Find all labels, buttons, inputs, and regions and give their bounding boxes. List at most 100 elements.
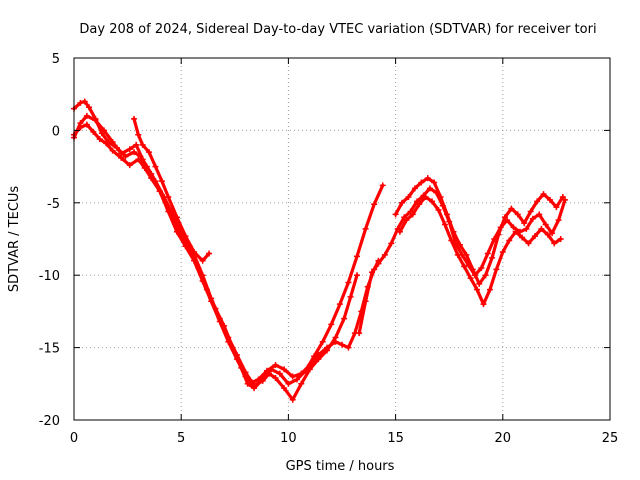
data-point-marker	[418, 179, 425, 186]
data-point-marker	[77, 120, 84, 127]
data-point-marker	[474, 286, 481, 293]
data-point-marker	[557, 236, 564, 242]
data-point-marker	[354, 253, 361, 260]
data-point-marker	[467, 275, 474, 282]
data-point-marker	[298, 370, 305, 377]
series-trace-3	[71, 112, 361, 403]
data-point-marker	[396, 228, 403, 235]
data-point-marker	[131, 149, 138, 156]
data-point-marker	[345, 279, 352, 286]
data-point-marker	[199, 277, 206, 284]
data-point-marker	[416, 201, 423, 208]
data-point-marker	[298, 380, 305, 387]
data-point-marker	[139, 156, 146, 163]
x-tick-label: 0	[70, 431, 78, 446]
data-point-marker	[482, 272, 489, 279]
data-point-marker	[122, 153, 129, 160]
data-point-marker	[206, 250, 213, 257]
data-point-marker	[319, 338, 326, 345]
data-point-marker	[182, 233, 189, 240]
data-point-marker	[508, 205, 515, 212]
data-point-marker	[510, 224, 517, 231]
data-point-marker	[441, 221, 448, 228]
data-point-marker	[339, 341, 345, 348]
data-point-marker	[489, 254, 496, 261]
data-point-marker	[523, 225, 530, 232]
data-point-marker	[409, 211, 416, 218]
data-point-marker	[266, 370, 273, 377]
data-point-marker	[86, 104, 93, 111]
data-point-marker	[272, 361, 279, 368]
data-point-marker	[493, 266, 500, 273]
data-point-marker	[362, 225, 369, 232]
data-point-marker	[173, 214, 180, 221]
data-point-marker	[444, 211, 451, 218]
data-point-marker	[109, 147, 116, 154]
data-point-marker	[126, 146, 133, 153]
data-point-marker	[208, 298, 215, 305]
data-point-marker	[450, 228, 457, 235]
data-point-marker	[233, 356, 240, 363]
data-point-marker	[476, 280, 483, 287]
series-trace-4	[131, 115, 213, 264]
data-point-marker	[156, 188, 163, 195]
x-tick-label: 20	[495, 431, 512, 446]
data-point-marker	[529, 215, 536, 222]
data-point-marker	[101, 127, 108, 134]
data-point-marker	[525, 240, 532, 247]
series-line	[72, 114, 359, 402]
data-point-marker	[77, 99, 84, 106]
data-point-marker	[559, 194, 566, 201]
x-tick-label: 25	[602, 431, 619, 446]
data-point-marker	[199, 257, 206, 264]
x-tick-label: 10	[280, 431, 297, 446]
data-point-marker	[345, 344, 352, 351]
data-point-marker	[90, 128, 97, 135]
data-point-marker	[531, 233, 538, 240]
data-point-marker	[323, 347, 330, 354]
data-point-marker	[555, 217, 562, 224]
data-point-marker	[422, 194, 429, 201]
x-tick-label: 5	[177, 431, 185, 446]
data-point-marker	[403, 217, 410, 224]
data-point-marker	[306, 366, 313, 373]
data-point-marker	[148, 170, 155, 177]
data-point-marker	[534, 198, 541, 205]
data-point-marker	[83, 112, 90, 119]
data-point-marker	[362, 298, 369, 305]
series-trace-6	[392, 175, 566, 287]
grid	[74, 58, 610, 420]
data-point-marker	[499, 249, 506, 256]
data-point-marker	[356, 330, 363, 337]
data-point-marker	[328, 321, 335, 328]
data-point-marker	[431, 179, 438, 186]
data-point-marker	[501, 214, 508, 221]
data-point-marker	[399, 199, 406, 206]
y-axis-label: SDTVAR / TECUs	[7, 186, 22, 293]
data-point-marker	[478, 264, 485, 271]
data-point-marker	[379, 182, 386, 189]
data-point-marker	[315, 356, 322, 363]
data-point-marker	[369, 269, 376, 276]
data-point-marker	[551, 240, 558, 247]
data-point-marker	[542, 221, 549, 228]
data-point-marker	[259, 377, 266, 384]
data-point-marker	[519, 234, 526, 241]
data-point-marker	[480, 301, 487, 308]
data-point-marker	[461, 263, 468, 270]
x-axis-tick-labels: 0 5 10 15 20 25	[70, 431, 618, 446]
data-point-marker	[191, 249, 198, 256]
data-point-marker	[553, 204, 560, 211]
series-trace-2	[71, 121, 382, 386]
y-tick-label: -10	[39, 269, 60, 284]
chart-title: Day 208 of 2024, Sidereal Day-to-day VTE…	[79, 22, 596, 37]
data-point-marker	[454, 251, 461, 258]
data-point-marker	[81, 98, 88, 105]
data-point-marker	[448, 237, 455, 244]
data-point-marker	[118, 150, 125, 157]
data-point-marker	[540, 191, 547, 198]
data-point-marker	[426, 185, 433, 192]
data-point-marker	[126, 162, 133, 169]
data-point-marker	[437, 194, 444, 201]
